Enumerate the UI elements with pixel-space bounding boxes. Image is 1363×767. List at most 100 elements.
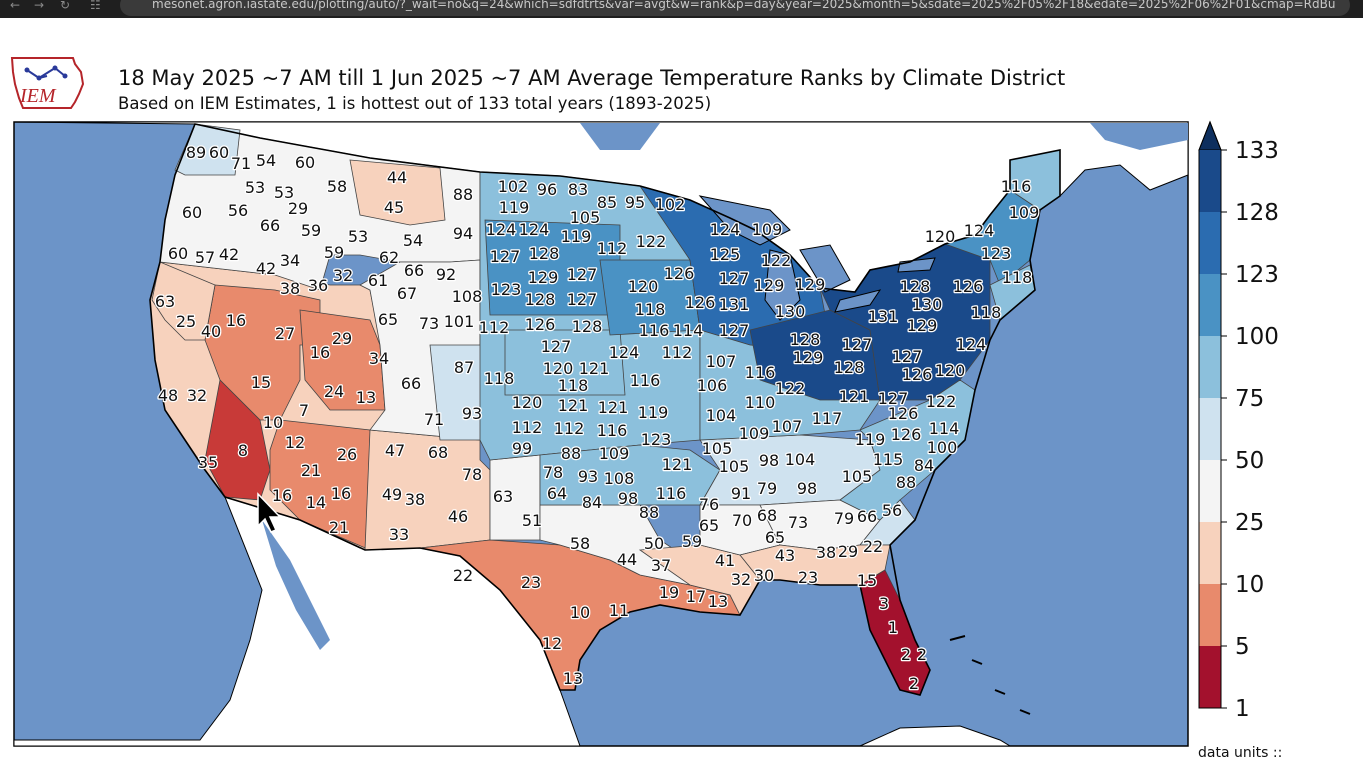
district-rank-label: 48 (158, 386, 178, 405)
district-rank-label: 61 (368, 271, 388, 290)
district-rank-label: 53 (274, 183, 294, 202)
lake-erie (834, 289, 882, 313)
district-rank-label: 122 (761, 251, 792, 270)
district-rank-label: 88 (453, 185, 473, 204)
district-rank-label: 114 (673, 321, 704, 340)
district-rank-label: 51 (522, 511, 542, 530)
district-rank-label: 96 (537, 180, 557, 199)
district-rank-label: 47 (385, 441, 405, 460)
district-rank-label: 123 (641, 430, 672, 449)
district-rank-label: 119 (638, 403, 669, 422)
reload-icon[interactable]: ↻ (60, 0, 71, 12)
district-rank-label: 42 (219, 245, 239, 264)
district-rank-label: 56 (228, 201, 248, 220)
district-rank-label: 62 (379, 248, 399, 267)
district-rank-label: 104 (785, 450, 816, 469)
district-rank-label: 116 (639, 321, 670, 340)
colorbar-tick-label: 10 (1235, 572, 1264, 598)
colorbar-segment (1199, 398, 1221, 460)
district-rank-label: 34 (280, 251, 300, 270)
district-rank-label: 120 (543, 359, 574, 378)
district-rank-label: 120 (925, 227, 956, 246)
district-rank-label: 109 (752, 220, 783, 239)
district-rank-label: 124 (609, 343, 640, 362)
colorbar-segment (1199, 646, 1221, 708)
district-rank-label: 44 (387, 168, 407, 187)
colorbar-segment (1199, 212, 1221, 274)
district-rank-label: 60 (168, 244, 188, 263)
district-rank-label: 35 (198, 453, 218, 472)
district-rank-label: 129 (528, 268, 559, 287)
district-rank-label: 88 (561, 444, 581, 463)
map-subtitle: Based on IEM Estimates, 1 is hottest out… (118, 94, 712, 113)
district-rank-label: 53 (348, 227, 368, 246)
district-rank-label: 121 (662, 455, 693, 474)
district-rank-label: 118 (484, 369, 515, 388)
district-rank-label: 46 (448, 507, 468, 526)
district-rank-label: 76 (699, 495, 719, 514)
district-rank-label: 91 (731, 484, 751, 503)
district-rank-label: 117 (812, 409, 843, 428)
district-rank-label: 124 (710, 220, 741, 239)
browser-address-bar: ← → ↻ ☷ mesonet.agron.iastate.edu/plotti… (0, 0, 1363, 18)
district-rank-label: 127 (567, 265, 598, 284)
district-rank-label: 21 (301, 461, 321, 480)
colorbar-tick-label: 5 (1235, 634, 1250, 660)
district-rank-label: 58 (570, 534, 590, 553)
district-rank-label: 128 (790, 330, 821, 349)
district-rank-label: 109 (599, 444, 630, 463)
district-rank-label: 64 (547, 484, 567, 503)
district-rank-label: 34 (369, 349, 389, 368)
district-rank-label: 19 (659, 583, 679, 602)
district-rank-label: 124 (519, 220, 550, 239)
district-rank-label: 22 (863, 537, 883, 556)
url-bar[interactable]: mesonet.agron.iastate.edu/plotting/auto/… (120, 0, 1350, 16)
district-rank-label: 98 (618, 489, 638, 508)
district-rank-label: 121 (839, 387, 870, 406)
lake-huron (799, 244, 851, 293)
district-rank-label: 116 (597, 421, 628, 440)
district-rank-label: 66 (404, 261, 424, 280)
district-rank-label: 38 (816, 543, 836, 562)
district-rank-label: 59 (682, 532, 702, 551)
district-rank-label: 114 (929, 419, 960, 438)
colorbar-tick-label: 133 (1235, 138, 1279, 164)
colorbar-tick-label: 128 (1235, 200, 1279, 226)
district-rank-label: 60 (182, 203, 202, 222)
district-rank-label: 126 (902, 365, 933, 384)
district-rank-label: 121 (598, 398, 629, 417)
district-rank-label: 120 (628, 277, 659, 296)
back-icon[interactable]: ← (10, 0, 21, 12)
district-rank-label: 127 (719, 321, 750, 340)
district-rank-label: 53 (245, 178, 265, 197)
district-rank-label: 66 (260, 216, 280, 235)
district-rank-label: 23 (798, 568, 818, 587)
district-rank-label: 8 (238, 441, 248, 460)
district-rank-label: 119 (855, 430, 886, 449)
district-rank-label: 128 (572, 317, 603, 336)
district-rank-label: 68 (757, 506, 777, 525)
forward-icon[interactable]: → (34, 0, 45, 12)
district-rank-label: 65 (378, 310, 398, 329)
district-rank-label: 102 (498, 177, 529, 196)
gulf-of-california (262, 520, 330, 650)
district-rank-label: 109 (1009, 203, 1040, 222)
lake-michigan (764, 249, 801, 321)
district-rank-label: 78 (543, 463, 563, 482)
district-rank-label: 16 (226, 311, 246, 330)
district-rank-label: 7 (299, 401, 309, 420)
district-rank-label: 41 (715, 551, 735, 570)
district-rank-label: 127 (567, 290, 598, 309)
district-rank-label: 79 (834, 509, 854, 528)
district-rank-label: 127 (892, 347, 923, 366)
district-rank-label: 131 (868, 307, 899, 326)
logo-text: IEM (19, 85, 57, 107)
site-settings-icon[interactable]: ☷ (90, 0, 101, 12)
district-rank-label: 65 (699, 516, 719, 535)
district-rank-label: 57 (195, 248, 215, 267)
district-rank-label: 108 (452, 287, 483, 306)
colorbar-tick-label: 50 (1235, 448, 1264, 474)
map-title: 18 May 2025 ~7 AM till 1 Jun 2025 ~7 AM … (118, 66, 1066, 90)
district-rank-label: 85 (597, 193, 617, 212)
district-rank-label: 10 (263, 413, 283, 432)
